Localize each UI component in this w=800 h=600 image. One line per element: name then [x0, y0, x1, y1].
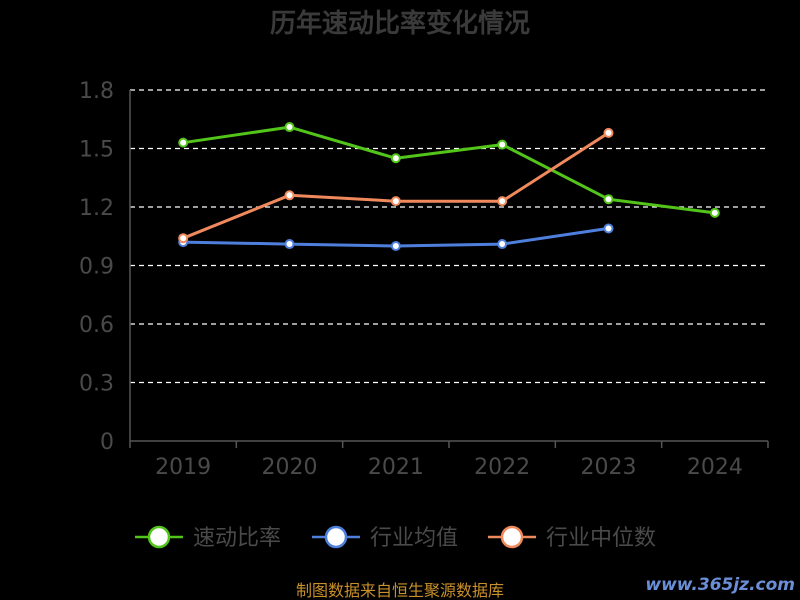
grid — [130, 89, 768, 384]
plot-area — [178, 122, 720, 251]
x-tick-label: 2021 — [368, 455, 424, 480]
x-tick-label: 2020 — [262, 455, 318, 480]
data-point — [178, 137, 189, 148]
data-point — [497, 196, 508, 207]
data-point — [178, 233, 189, 244]
y-tick-label: 0 — [100, 430, 114, 455]
y-tick-label: 1.5 — [79, 138, 114, 163]
y-tick-label: 1.2 — [79, 196, 114, 221]
y-tick-label: 0.6 — [79, 313, 114, 338]
data-point — [497, 239, 508, 250]
legend-item-0[interactable]: 速动比率 — [135, 525, 281, 551]
y-tick-label: 0.9 — [79, 255, 114, 280]
x-tick-label: 2023 — [581, 455, 637, 480]
data-point — [284, 190, 295, 201]
watermark: www.365jz.com — [645, 575, 795, 595]
series-line-0 — [181, 125, 717, 215]
x-tick-label: 2019 — [155, 455, 211, 480]
axes: 0 0.3 0.6 0.9 1.2 1.5 1.8 2019 2020 2021 2022 2023 2… — [79, 79, 769, 480]
y-tick-label: 1.8 — [79, 79, 114, 104]
source-note: 制图数据来自恒生聚源数据库 — [296, 581, 504, 600]
data-point — [284, 239, 295, 250]
data-point — [603, 194, 614, 205]
legend: 速动比率 行业均值 行业中位数 — [135, 525, 656, 551]
legend-label: 行业中位数 — [546, 526, 656, 551]
data-point — [603, 127, 614, 138]
legend-marker — [324, 525, 348, 549]
legend-label: 速动比率 — [193, 526, 281, 551]
legend-marker — [147, 525, 171, 549]
data-point — [603, 223, 614, 234]
legend-item-2[interactable]: 行业中位数 — [488, 525, 656, 551]
data-point — [709, 207, 720, 218]
legend-label: 行业均值 — [370, 526, 458, 551]
y-tick-label: 0.3 — [79, 372, 114, 397]
x-tick-label: 2022 — [474, 455, 530, 480]
legend-marker — [500, 525, 524, 549]
x-tick-label: 2024 — [687, 455, 743, 480]
data-point — [497, 139, 508, 150]
data-point — [390, 153, 401, 164]
data-point — [390, 241, 401, 251]
data-point — [284, 122, 295, 133]
legend-item-1[interactable]: 行业均值 — [312, 525, 458, 551]
data-point — [390, 196, 401, 207]
chart-title: 历年速动比率变化情况 — [270, 8, 530, 39]
